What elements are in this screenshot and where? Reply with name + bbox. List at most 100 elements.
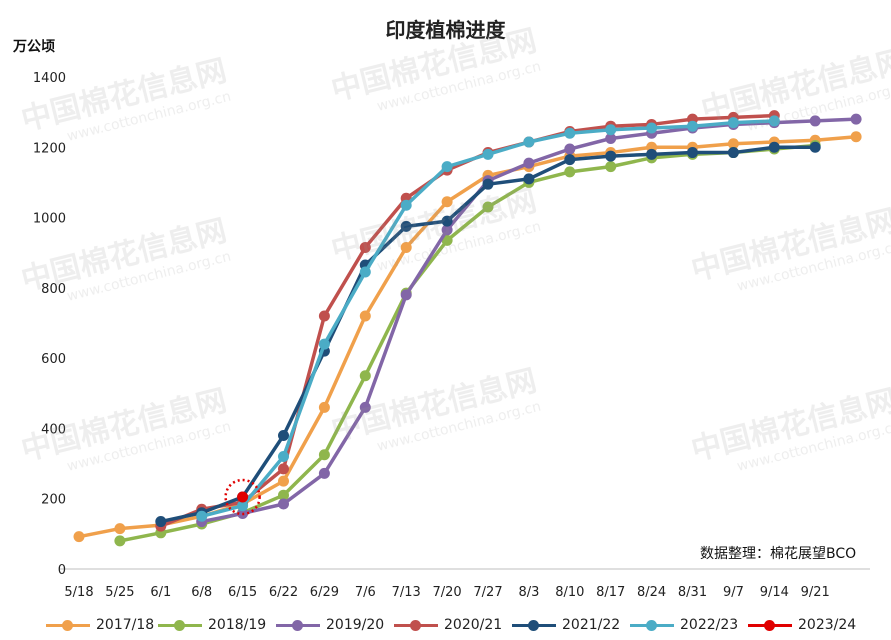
x-tick-label: 9/14	[760, 585, 789, 600]
series-2022-23-point	[441, 161, 453, 173]
legend: 2017/18 2018/19 2019/20 2020/21 2021/22 2022/…	[0, 614, 891, 636]
legend-marker	[764, 619, 775, 631]
series-2018-19-point	[359, 370, 371, 382]
series-2022-23-point	[727, 117, 739, 129]
source-note: 数据整理：棉花展望BCO	[700, 546, 857, 562]
series-2018-19-point	[482, 201, 494, 213]
legend-swatch	[46, 619, 90, 631]
series-2018-19-point	[605, 161, 617, 173]
series-2022-23-point	[646, 122, 658, 134]
series-2021-22-point	[646, 148, 658, 160]
series-2022-23-point	[768, 115, 780, 127]
legend-label: 2019/20	[326, 617, 385, 633]
legend-swatch	[512, 619, 556, 631]
legend-swatch	[394, 619, 438, 631]
legend-label: 2017/18	[96, 617, 155, 633]
series-2019-20-point	[523, 157, 535, 169]
series-2018-19-point	[441, 234, 453, 246]
x-tick-label: 8/24	[637, 585, 666, 600]
x-tick-label: 9/21	[801, 585, 830, 600]
y-tick-label: 800	[41, 282, 66, 297]
series-2017-18-point	[318, 401, 330, 413]
series-2021-22-point	[155, 516, 167, 528]
series-2021-22-point	[727, 147, 739, 159]
series-2022-23-point	[687, 120, 698, 132]
legend-label: 2022/23	[680, 617, 739, 633]
x-tick-label: 6/29	[310, 585, 339, 600]
x-tick-label: 9/7	[723, 585, 744, 600]
series-2021-22-point	[809, 141, 821, 153]
series-2019-20-point	[359, 401, 371, 413]
series-2022-23-point	[318, 338, 330, 350]
series-2017-18-point	[114, 523, 126, 535]
series-2017-18-point	[278, 475, 289, 487]
series-2021-22-point	[768, 141, 780, 153]
y-tick-label: 0	[58, 563, 66, 578]
series-2019-20-point	[809, 115, 821, 127]
series-2021-22-point	[278, 429, 289, 441]
legend-marker	[174, 619, 185, 631]
series-2021-22-point	[523, 173, 535, 185]
series-2018-19-point	[114, 535, 126, 547]
legend-item: 2022/23	[630, 614, 738, 636]
series-2020-21-point	[359, 241, 371, 253]
legend-label: 2021/22	[562, 617, 621, 633]
series-2018-19-point	[278, 489, 289, 501]
series-2020-21-line	[160, 113, 775, 528]
legend-label: 2018/19	[208, 617, 267, 633]
x-tick-label: 8/17	[596, 585, 625, 600]
x-tick-label: 7/6	[355, 585, 376, 600]
x-tick-label: 7/20	[432, 585, 461, 600]
series-2022-23-point	[605, 124, 617, 136]
y-tick-label: 400	[41, 422, 66, 437]
series-2018-19-point	[564, 166, 576, 178]
series-2017-18-point	[850, 131, 862, 143]
series-2021-22-point	[687, 147, 698, 159]
series-2019-20-point	[850, 113, 862, 125]
series-2022-23-point	[482, 148, 494, 160]
legend-item: 2021/22	[512, 614, 620, 636]
x-tick-label: 5/25	[105, 585, 134, 600]
legend-item: 2019/20	[276, 614, 384, 636]
legend-marker	[528, 619, 539, 631]
series-2020-21-point	[278, 463, 289, 475]
series-2022-23-point	[237, 500, 249, 512]
legend-marker	[646, 619, 657, 631]
legend-swatch	[158, 619, 202, 631]
legend-swatch	[630, 619, 674, 631]
series-2018-19-point	[318, 449, 330, 461]
legend-marker	[292, 619, 303, 631]
y-tick-label: 1200	[33, 141, 66, 156]
series-2019-20-point	[278, 498, 289, 510]
x-tick-label: 6/8	[191, 585, 212, 600]
legend-marker	[62, 619, 73, 631]
x-tick-label: 8/31	[678, 585, 707, 600]
series-2017-18-point	[727, 138, 739, 150]
series-2019-20-point	[318, 467, 330, 479]
x-tick-label: 5/18	[64, 585, 93, 600]
series-2021-22-point	[400, 220, 412, 232]
series-2021-22-point	[605, 150, 617, 162]
series-2019-20-point	[564, 143, 576, 155]
series-2019-20-point	[441, 224, 453, 236]
series-2019-20-point	[400, 289, 412, 301]
y-tick-label: 200	[41, 493, 66, 508]
highlight-ring	[224, 478, 261, 516]
series-2017-18-point	[441, 196, 453, 208]
x-tick-label: 6/22	[269, 585, 298, 600]
series-2021-22-point	[564, 154, 576, 166]
legend-label: 2020/21	[444, 617, 503, 633]
x-tick-label: 6/1	[150, 585, 171, 600]
y-tick-label: 1400	[33, 71, 66, 86]
y-tick-label: 1000	[33, 212, 66, 227]
chart-title: 印度植棉进度	[385, 18, 506, 42]
x-tick-label: 7/13	[392, 585, 421, 600]
series-2022-23-point	[278, 451, 289, 463]
legend-label: 2023/24	[798, 617, 857, 633]
series-2023-24-point	[237, 491, 249, 503]
series-2017-18-point	[400, 241, 412, 253]
series-2020-21-point	[318, 310, 330, 322]
legend-item: 2023/24	[748, 614, 856, 636]
legend-item: 2018/19	[158, 614, 266, 636]
